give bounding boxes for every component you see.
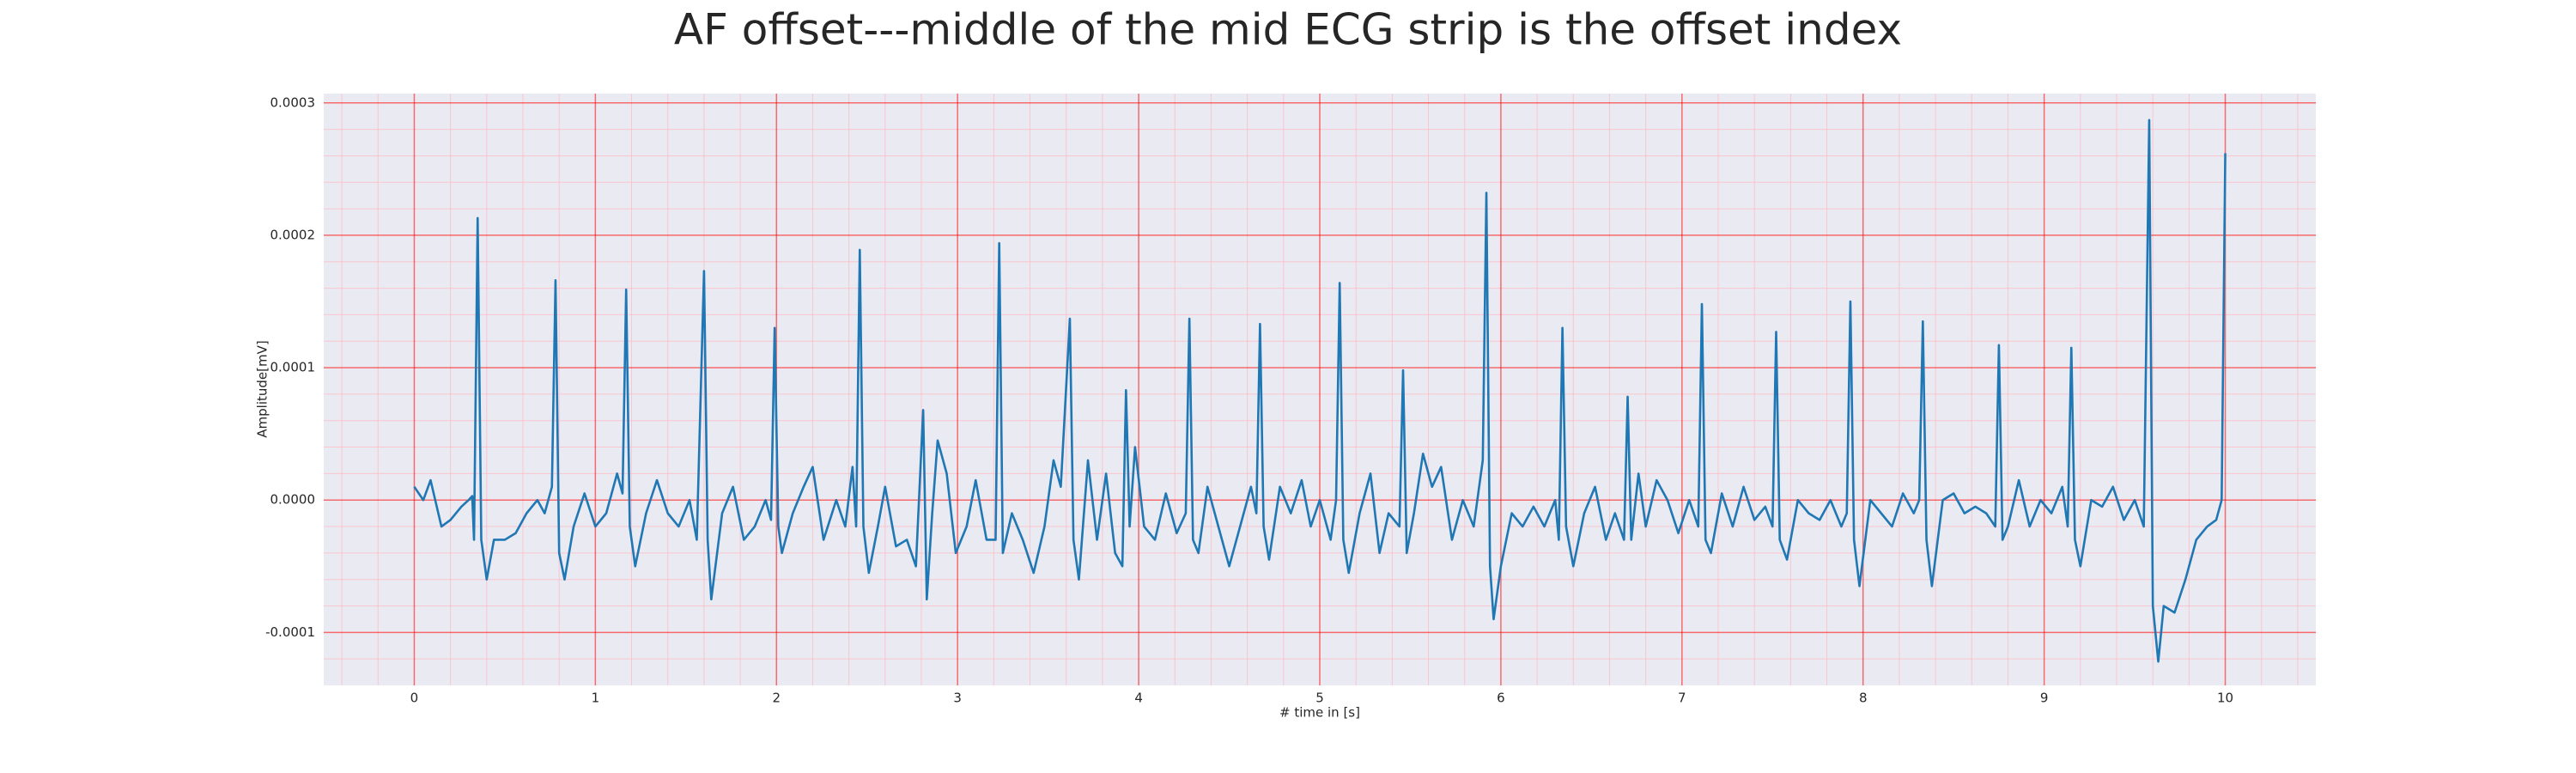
x-tick-label: 2 (772, 691, 781, 706)
x-tick-label: 4 (1134, 691, 1143, 706)
y-tick-label: 0.0001 (270, 360, 316, 375)
x-tick-label: 0 (410, 691, 419, 706)
x-tick-label: 5 (1315, 691, 1324, 706)
x-tick-label: 6 (1497, 691, 1505, 706)
grid (324, 94, 2316, 685)
ecg-line (413, 119, 2227, 663)
x-tick-label: 7 (1678, 691, 1686, 706)
marks (413, 119, 2227, 663)
x-tick-label: 9 (2040, 691, 2049, 706)
x-axis-label: # time in [s] (1279, 705, 1360, 721)
y-tick-label: -0.0001 (265, 624, 315, 640)
y-tick-label: 0.0000 (270, 492, 316, 508)
chart-title: AF offset---middle of the mid ECG strip … (674, 5, 1902, 55)
y-tick-label: 0.0003 (270, 94, 316, 110)
y-axis-label: Amplitude[mV] (255, 340, 270, 437)
y-tick-label: 0.0002 (270, 227, 316, 242)
x-tick-label: 1 (592, 691, 600, 706)
x-tick-label: 8 (1859, 691, 1868, 706)
x-tick-label: 10 (2217, 691, 2233, 706)
x-tick-label: 3 (953, 691, 962, 706)
